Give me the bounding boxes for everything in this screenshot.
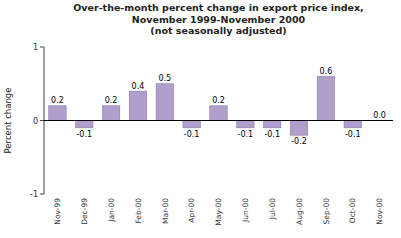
data-label: -0.1 bbox=[264, 130, 280, 139]
x-tick-label: Nov-00 bbox=[375, 198, 384, 225]
y-tick bbox=[40, 194, 44, 195]
x-tick-label: Nov-99 bbox=[53, 198, 62, 225]
data-label: 0.2 bbox=[212, 96, 225, 105]
data-label: -0.1 bbox=[238, 130, 254, 139]
bar bbox=[183, 121, 200, 128]
bar bbox=[49, 106, 66, 121]
bar bbox=[290, 121, 307, 136]
y-tick-label: -1 bbox=[30, 190, 38, 199]
x-tick-label: Oct-00 bbox=[348, 198, 357, 223]
x-tick-label: Mar-00 bbox=[161, 198, 170, 224]
data-label: 0.2 bbox=[51, 96, 64, 105]
x-tick-label: Sep-00 bbox=[322, 198, 331, 225]
bar bbox=[263, 121, 280, 128]
data-label: 0.6 bbox=[320, 67, 333, 76]
data-label: 0.4 bbox=[132, 82, 145, 91]
data-label: -0.1 bbox=[345, 130, 361, 139]
data-label: -0.2 bbox=[291, 137, 307, 146]
bar bbox=[317, 76, 334, 120]
bar bbox=[102, 106, 119, 121]
bar bbox=[76, 121, 93, 128]
y-axis-label: Percent change bbox=[3, 88, 13, 154]
bars bbox=[49, 76, 362, 135]
bar bbox=[237, 121, 254, 128]
bar bbox=[156, 84, 173, 121]
data-label: 0.5 bbox=[158, 74, 171, 83]
x-tick-label: Dec-99 bbox=[80, 198, 89, 225]
bar bbox=[344, 121, 361, 128]
chart: Over-the-month percent change in export … bbox=[0, 0, 401, 238]
y-tick-label: 1 bbox=[33, 43, 38, 52]
bar bbox=[129, 91, 146, 120]
data-label: -0.1 bbox=[184, 130, 200, 139]
bar bbox=[210, 106, 227, 121]
data-label: 0.2 bbox=[105, 96, 118, 105]
x-tick-label: Jan-00 bbox=[107, 198, 116, 223]
data-label: 0.0 bbox=[373, 111, 386, 120]
x-tick-label: Jun-00 bbox=[241, 198, 250, 223]
data-label: -0.1 bbox=[76, 130, 92, 139]
zero-line bbox=[44, 120, 393, 121]
y-tick bbox=[40, 47, 44, 48]
y-tick-label: 0 bbox=[33, 117, 38, 126]
title: Over-the-month percent change in export … bbox=[73, 2, 363, 36]
x-tick-label: Feb-00 bbox=[134, 198, 143, 224]
x-tick-label: Jul-00 bbox=[268, 198, 277, 221]
x-tick-label: May-00 bbox=[214, 198, 223, 226]
x-tick-label: Apr-00 bbox=[187, 198, 196, 223]
x-tick-label: Aug-00 bbox=[295, 198, 304, 225]
y-tick bbox=[40, 120, 44, 121]
